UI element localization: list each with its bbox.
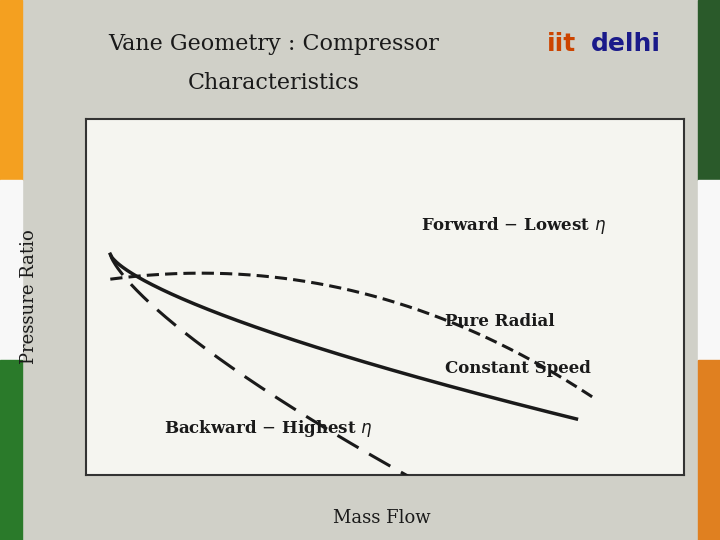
Text: delhi: delhi	[590, 32, 660, 56]
Bar	[0, 0, 22, 180]
Text: Pressure Ratio: Pressure Ratio	[19, 230, 38, 364]
Bar	[0, 360, 22, 540]
Bar	[0, 180, 22, 360]
Bar	[698, 180, 720, 360]
Text: Vane Geometry : Compressor: Vane Geometry : Compressor	[108, 33, 439, 55]
Text: Mass Flow: Mass Flow	[333, 509, 431, 528]
Text: Backward $-$ Highest $\eta$: Backward $-$ Highest $\eta$	[164, 418, 373, 440]
Text: Characteristics: Characteristics	[188, 72, 359, 93]
Text: Constant Speed: Constant Speed	[445, 360, 591, 377]
Text: iit: iit	[547, 32, 577, 56]
Text: Forward $-$ Lowest $\eta$: Forward $-$ Lowest $\eta$	[421, 215, 606, 236]
Bar	[698, 360, 720, 540]
Bar	[698, 0, 720, 180]
Text: Pure Radial: Pure Radial	[445, 313, 554, 330]
